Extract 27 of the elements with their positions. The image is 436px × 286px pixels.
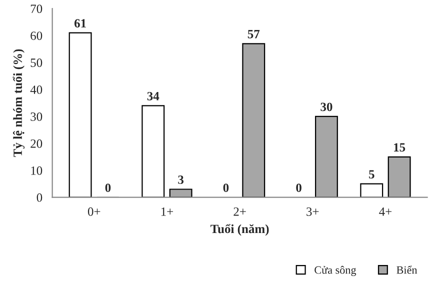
y-tick-label: 50 bbox=[30, 58, 42, 67]
legend-label: Biển bbox=[396, 266, 418, 274]
y-tick-label: 0 bbox=[36, 193, 42, 202]
data-label: 61 bbox=[74, 19, 86, 28]
x-tick-label: 1+ bbox=[161, 207, 174, 216]
y-tick-label: 30 bbox=[30, 112, 42, 121]
data-label: 5 bbox=[369, 170, 374, 179]
y-tick-label: 60 bbox=[30, 32, 42, 40]
data-label: 57 bbox=[248, 30, 260, 38]
y-axis-title: Tỷ lệ nhóm tuổi (%) bbox=[12, 49, 25, 157]
data-label: 0 bbox=[105, 184, 111, 192]
x-tick-label: 0+ bbox=[88, 207, 100, 216]
y-tick-label: 40 bbox=[30, 86, 42, 94]
y-tick-label: 70 bbox=[30, 4, 42, 14]
x-tick-label: 4+ bbox=[379, 208, 392, 216]
y-tick-label: 20 bbox=[30, 139, 42, 148]
x-tick-label: 3+ bbox=[306, 207, 319, 216]
data-label: 0 bbox=[296, 184, 302, 192]
data-label: 34 bbox=[147, 92, 160, 100]
data-label: 30 bbox=[320, 102, 332, 112]
data-label: 15 bbox=[394, 143, 406, 152]
y-tick-label: 10 bbox=[31, 166, 42, 175]
data-label: 0 bbox=[223, 184, 229, 192]
data-label: 3 bbox=[178, 176, 184, 184]
x-tick-label: 2+ bbox=[234, 207, 246, 216]
x-axis-title: Tuổi (năm) bbox=[210, 224, 269, 236]
legend-label: Cửa sông bbox=[314, 266, 356, 276]
